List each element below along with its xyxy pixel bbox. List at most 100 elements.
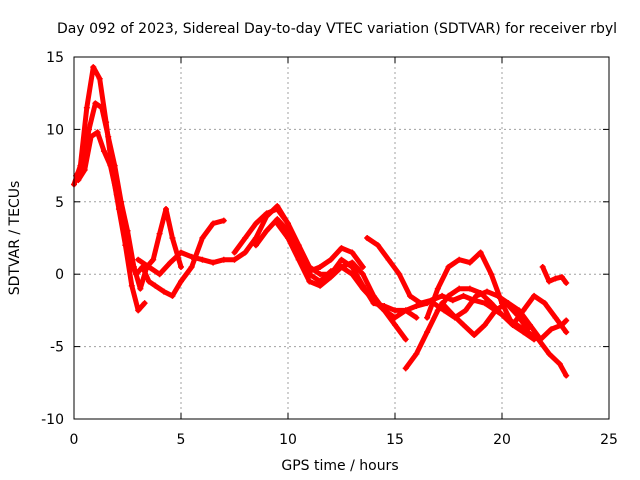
data-point [145,263,152,270]
data-point [263,227,270,234]
data-point [546,350,553,357]
x-tick-label: 25 [600,432,618,448]
data-point [96,75,103,82]
data-point [306,278,313,285]
data-point [563,329,570,336]
plot-frame [73,56,610,420]
series-group [424,249,570,336]
data-point [75,177,82,184]
data-point [199,256,206,263]
data-point [449,297,456,304]
data-point [317,263,324,270]
x-tick-label: 15 [386,432,404,448]
data-point [317,282,324,289]
data-point [488,271,495,278]
data-point [242,249,249,256]
data-point [526,321,533,328]
data-point [424,329,431,336]
data-point [552,275,559,282]
data-point [163,206,170,213]
data-point [494,292,501,299]
series-trace [75,129,227,299]
data-point [220,217,227,224]
data-point [413,350,420,357]
x-tick-label: 0 [70,432,79,448]
data-point [499,311,505,318]
data-point [563,317,570,324]
data-point [120,220,127,227]
data-point [524,326,531,333]
data-point [552,314,559,321]
y-tick-label: 0 [55,267,64,283]
data-point [481,321,488,328]
data-point [374,242,381,249]
data-point [210,220,217,227]
data-point [88,133,95,140]
data-point [85,126,92,133]
data-point [466,259,473,266]
data-point [402,365,409,372]
data-point [169,235,176,241]
data-point [141,300,148,307]
data-point [83,104,90,111]
data-point [439,292,446,299]
tick-labels: 0 5 10 15 20 25 -10 -5 0 5 10 15 [41,50,618,448]
data-point [392,314,398,321]
data-point [396,271,403,278]
data-point [516,307,523,314]
data-point [178,249,184,256]
data-point [167,259,174,266]
data-point [503,300,510,307]
data-point [359,271,366,278]
data-point [558,321,565,328]
data-point [477,249,484,256]
data-point [520,329,527,336]
data-point [231,249,238,256]
data-point [81,166,88,173]
data-point [285,235,291,241]
series-group [539,263,570,286]
data-point [385,256,392,263]
data-point [548,326,555,333]
data-point [107,162,114,169]
data-point [210,259,217,266]
data-point [563,372,570,379]
data-point [460,321,467,328]
data-point [364,235,371,241]
data-point [349,259,356,266]
data-point [285,227,291,234]
data-point [135,307,142,314]
data-point [402,336,409,343]
data-point [137,285,144,292]
data-point [558,274,565,281]
data-point [156,271,163,278]
x-axis-label: GPS time / hours [281,458,398,474]
series-group [75,129,227,299]
y-tick-label: 10 [46,122,64,138]
data-point [133,271,140,278]
data-point [242,235,249,241]
data-point [295,256,302,263]
data-point [434,285,441,292]
data-point [392,321,398,328]
data-point [252,235,259,241]
data-point [471,332,478,339]
data-point [539,263,546,270]
data-point [460,292,467,299]
data-point [466,285,473,292]
data-point [473,292,480,299]
y-tick-label: -5 [50,340,64,356]
data-point [338,263,345,270]
axis-ticks [73,56,610,420]
data-point [156,230,163,237]
grid-lines [74,57,609,419]
x-tick-label: 20 [493,432,511,448]
data-point [445,292,452,299]
data-point [188,253,195,260]
data-point [98,104,105,111]
data-point [252,220,259,227]
data-point [439,300,446,307]
data-point [327,268,334,275]
data-point [359,285,366,292]
